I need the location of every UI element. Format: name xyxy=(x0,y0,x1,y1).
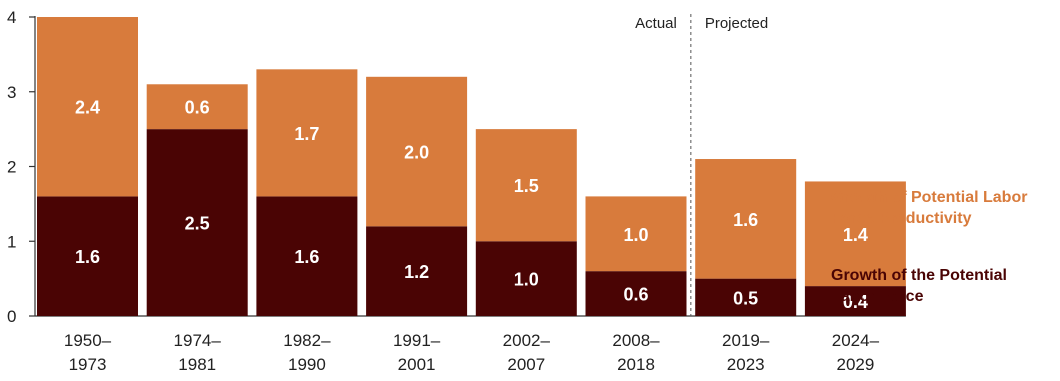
data-label: 0.6 xyxy=(623,285,648,305)
data-label: 1.6 xyxy=(733,210,758,230)
data-label: 0.4 xyxy=(843,292,868,312)
legend-labor-force: Labor Force xyxy=(831,288,924,305)
bar-segment-labor-force xyxy=(146,129,248,316)
data-label: 1.0 xyxy=(514,270,539,290)
legend-productivity: Force Productivity xyxy=(831,210,972,227)
x-tick-label: 2023 xyxy=(727,355,765,374)
data-label: 2.4 xyxy=(75,98,100,118)
bar-segment-productivity xyxy=(366,76,468,227)
bar-segment-labor-force xyxy=(475,241,577,316)
bar-segment-labor-force xyxy=(695,278,797,316)
legend-labor-force: Growth of the Potential xyxy=(831,267,1007,284)
x-tick-label: 1974– xyxy=(174,331,222,350)
data-label: 1.4 xyxy=(843,225,868,245)
bar-segment-productivity xyxy=(37,17,138,197)
x-tick-label: 2001 xyxy=(398,355,436,374)
data-label: 1.6 xyxy=(75,247,100,267)
legend-productivity: Growth of Potential Labor xyxy=(831,189,1027,206)
annotation-actual: Actual xyxy=(635,15,677,32)
x-tick-label: 1991– xyxy=(393,331,441,350)
data-label: 2.5 xyxy=(185,214,210,234)
bar-segment-productivity xyxy=(256,69,358,197)
data-label: 1.2 xyxy=(404,262,429,282)
x-tick-label: 2002– xyxy=(503,331,551,350)
x-tick-label: 2029 xyxy=(836,355,874,374)
data-label: 0.5 xyxy=(733,288,758,308)
x-tick-label: 2018 xyxy=(617,355,655,374)
data-label: 1.5 xyxy=(514,176,539,196)
x-tick-label: 2024– xyxy=(832,331,880,350)
data-label: 1.0 xyxy=(623,225,648,245)
bar-segment-labor-force xyxy=(256,196,358,316)
x-tick-label: 1973 xyxy=(69,355,107,374)
bar-segment-labor-force xyxy=(585,271,687,316)
x-tick-label: 1982– xyxy=(283,331,331,350)
bar-segment-productivity xyxy=(585,196,687,272)
y-tick-label: 4 xyxy=(7,8,16,27)
y-tick-label: 2 xyxy=(7,158,16,177)
bar-segment-productivity xyxy=(146,84,248,130)
x-tick-label: 1981 xyxy=(178,355,216,374)
bar-segment-labor-force xyxy=(804,286,906,316)
data-label: 1.6 xyxy=(294,247,319,267)
annotation-projected: Projected xyxy=(705,15,768,32)
bar-segment-productivity xyxy=(804,181,906,287)
data-label: 1.7 xyxy=(294,124,319,144)
x-tick-label: 2007 xyxy=(507,355,545,374)
data-label: 0.6 xyxy=(185,98,210,118)
y-tick-label: 1 xyxy=(7,232,16,251)
x-tick-label: 1990 xyxy=(288,355,326,374)
data-label: 2.0 xyxy=(404,143,429,163)
x-tick-label: 2008– xyxy=(612,331,660,350)
bar-segment-labor-force xyxy=(37,196,138,316)
x-tick-label: 2019– xyxy=(722,331,770,350)
bar-segment-productivity xyxy=(475,129,577,242)
y-tick-label: 3 xyxy=(7,83,16,102)
bar-segment-productivity xyxy=(695,159,797,279)
x-tick-label: 1950– xyxy=(64,331,112,350)
y-tick-label: 0 xyxy=(7,307,16,326)
bar-segment-labor-force xyxy=(366,226,468,316)
